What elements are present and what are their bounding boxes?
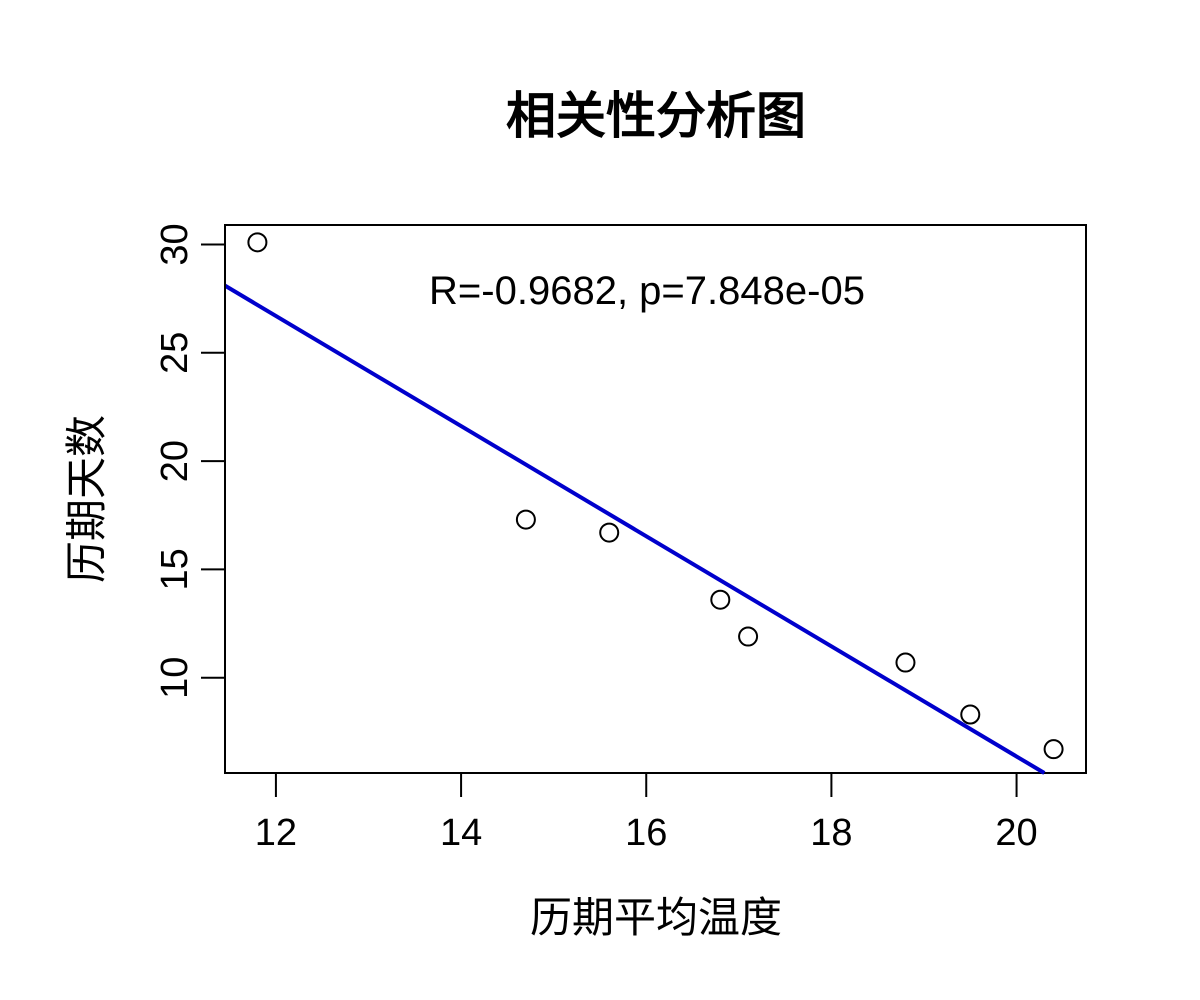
- x-axis: 12 14 16 18 20: [255, 772, 1038, 854]
- y-tick-label: 20: [154, 440, 196, 482]
- fit-line-layer: [223, 283, 1046, 775]
- x-axis-label: 历期平均温度: [530, 893, 782, 942]
- y-tick-label: 30: [154, 223, 196, 265]
- x-tick-label: 12: [255, 812, 297, 854]
- chart-title: 相关性分析图: [506, 86, 806, 145]
- regression-line: [223, 283, 1046, 775]
- y-axis-label: 历期天数: [62, 415, 111, 583]
- x-tick-label: 20: [995, 812, 1037, 854]
- data-point: [515, 509, 536, 530]
- x-tick-label: 16: [625, 812, 667, 854]
- data-point: [895, 652, 916, 673]
- data-point: [1043, 739, 1064, 760]
- data-point: [247, 232, 268, 253]
- y-tick-label: 25: [154, 332, 196, 374]
- data-point: [710, 589, 731, 610]
- y-tick-label: 15: [154, 548, 196, 590]
- points-layer: [247, 232, 1064, 760]
- x-tick-label: 14: [440, 812, 482, 854]
- data-point: [738, 626, 759, 647]
- data-point: [599, 522, 620, 543]
- x-tick-label: 18: [810, 812, 852, 854]
- data-point: [960, 704, 981, 725]
- y-axis: 10 15 20 25 30: [154, 223, 226, 699]
- y-tick-label: 10: [154, 657, 196, 699]
- correlation-annotation: R=-0.9682, p=7.848e-05: [429, 269, 865, 313]
